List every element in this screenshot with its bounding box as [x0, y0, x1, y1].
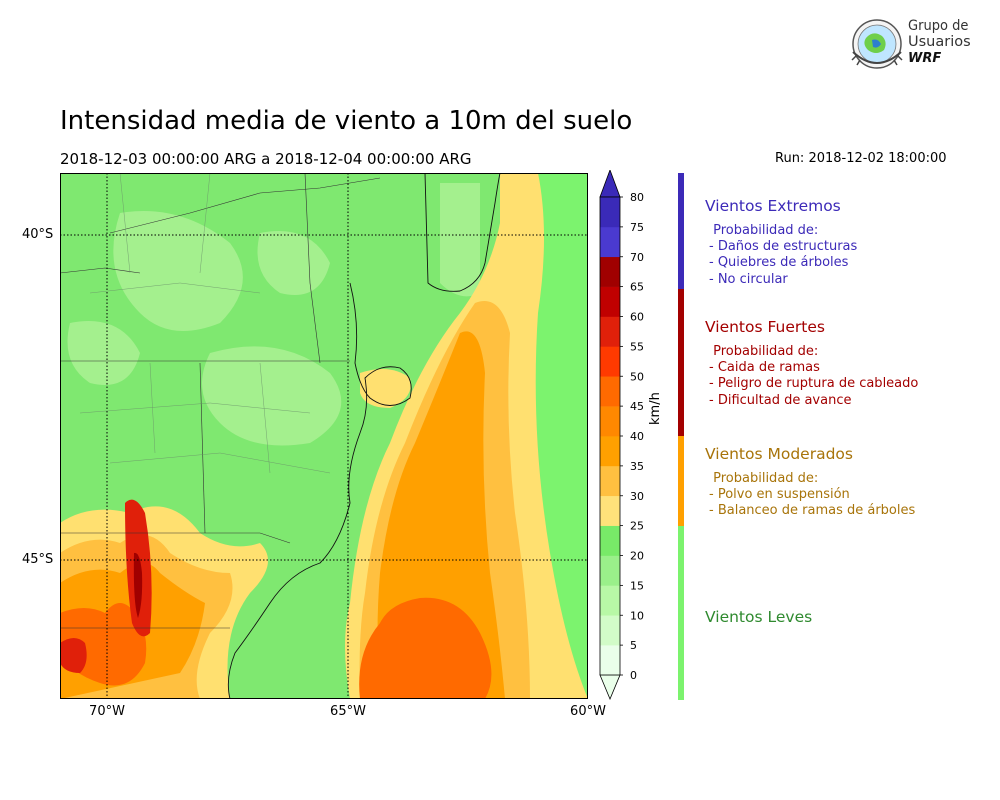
colorbar-segment	[600, 615, 620, 646]
colorbar-tick-label: 20	[630, 550, 644, 563]
category-bar-moderados	[678, 436, 684, 526]
colorbar-ticks: 0 5 10 15 20 25 30 35 40 45 50 55 60 65 70 75 80	[620, 191, 644, 682]
lon-label-70w: 70°W	[89, 704, 125, 719]
category-bar-leves	[678, 526, 684, 700]
coastline	[227, 282, 412, 699]
colorbar-tick-label: 45	[630, 400, 644, 413]
category-title-leves: Vientos Leves	[705, 608, 813, 626]
colorbar-segment	[600, 436, 620, 467]
desc-line: - Peligro de ruptura de cableado	[709, 376, 919, 392]
desc-line: Probabilidad de:	[709, 223, 819, 238]
wind-speed-map	[60, 173, 588, 699]
valid-period: 2018-12-03 00:00:00 ARG a 2018-12-04 00:…	[60, 150, 472, 168]
colorbar-tick-label: 60	[630, 311, 644, 324]
colorbar-tick-label: 50	[630, 370, 644, 383]
colorbar-segments	[599, 170, 621, 700]
wrf-logo: Grupo de Usuarios WRF	[848, 16, 973, 74]
lon-label-65w: 65°W	[330, 704, 366, 719]
colorbar-segment	[600, 197, 620, 228]
lat-label-40s: 40°S	[22, 227, 54, 242]
globe-seal-icon	[851, 19, 903, 69]
logo-text-line1: Grupo de	[908, 18, 969, 34]
colorbar-extend-max	[599, 170, 621, 198]
category-bar-fuertes	[678, 289, 684, 436]
lat-label-45s: 45°S	[22, 552, 54, 567]
colorbar-tick-label: 75	[630, 221, 644, 234]
wind-colorbar: 0 5 10 15 20 25 30 35 40 45 50 55 60 65 70 75 80	[599, 170, 644, 700]
colorbar-tick-label: 0	[630, 669, 637, 682]
province-borders	[60, 173, 381, 629]
desc-line: - No circular	[709, 271, 788, 287]
colorbar-segment	[600, 316, 620, 347]
desc-line: - Daños de estructuras	[709, 239, 858, 255]
category-desc-moderados: Probabilidad de: - Polvo en suspensión -…	[709, 471, 915, 520]
desc-line: - Dificultad de avance	[709, 392, 852, 408]
desc-line: - Quiebres de árboles	[709, 255, 849, 271]
desc-line: - Balanceo de ramas de árboles	[709, 503, 916, 519]
department-borders	[79, 173, 331, 474]
wind-core-dark-orange	[359, 597, 492, 699]
colorbar-segment	[600, 585, 620, 616]
colorbar-tick-label: 5	[630, 639, 637, 652]
colorbar-tick-label: 30	[630, 490, 644, 503]
colorbar-tick-label: 40	[630, 430, 644, 443]
colorbar-segment	[600, 525, 620, 556]
land-light-patches	[67, 183, 480, 446]
colorbar-tick-label: 65	[630, 281, 644, 294]
category-title-extremos: Vientos Extremos	[705, 197, 841, 215]
desc-line: - Polvo en suspensión	[709, 487, 850, 503]
colorbar-segment	[600, 465, 620, 497]
logo-text-line3: WRF	[908, 51, 942, 66]
run-time: Run: 2018-12-02 18:00:00	[775, 151, 947, 166]
colorbar-tick-label: 55	[630, 340, 644, 353]
colorbar-segment	[600, 376, 620, 407]
lon-label-60w: 60°W	[570, 704, 606, 719]
colorbar-segment	[600, 555, 620, 586]
desc-line: Probabilidad de:	[709, 471, 819, 486]
category-desc-extremos: Probabilidad de: - Daños de estructuras …	[709, 223, 857, 288]
colorbar-segment	[600, 645, 620, 676]
colorbar-tick-label: 10	[630, 609, 644, 622]
desc-line: Probabilidad de:	[709, 344, 819, 359]
map-frame	[60, 173, 588, 699]
logo-text-line2: Usuarios	[908, 34, 971, 50]
category-desc-fuertes: Probabilidad de: - Caida de ramas - Peli…	[709, 344, 918, 409]
colorbar-segment	[600, 226, 620, 258]
colorbar-tick-label: 15	[630, 579, 644, 592]
graticule	[60, 173, 588, 699]
colorbar-tick-label: 70	[630, 251, 644, 264]
colorbar-unit-label: km/h	[648, 392, 663, 425]
colorbar-tick-label: 25	[630, 520, 644, 533]
category-title-fuertes: Vientos Fuertes	[705, 318, 825, 336]
colorbar-tick-label: 35	[630, 460, 644, 473]
colorbar-segment	[600, 406, 620, 437]
desc-line: - Caida de ramas	[709, 360, 820, 376]
map-title: Intensidad media de viento a 10m del sue…	[60, 106, 633, 136]
colorbar-segment	[600, 256, 620, 287]
category-bar-extremos	[678, 173, 684, 289]
category-title-moderados: Vientos Moderados	[705, 445, 853, 463]
colorbar-tick-label: 80	[630, 191, 644, 204]
colorbar-segment	[600, 346, 620, 377]
colorbar-segment	[600, 286, 620, 317]
colorbar-extend-min	[599, 674, 621, 700]
colorbar-segment	[600, 495, 620, 526]
